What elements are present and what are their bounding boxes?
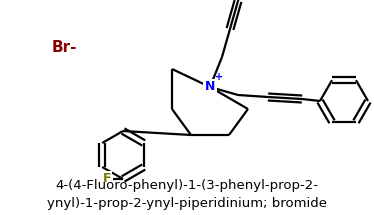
Text: F: F bbox=[103, 172, 111, 186]
Text: N: N bbox=[205, 80, 215, 94]
Text: +: + bbox=[215, 72, 223, 82]
Text: ynyl)-1-prop-2-ynyl-piperidinium; bromide: ynyl)-1-prop-2-ynyl-piperidinium; bromid… bbox=[47, 197, 327, 209]
Text: 4-(4-Fluoro-phenyl)-1-(3-phenyl-prop-2-: 4-(4-Fluoro-phenyl)-1-(3-phenyl-prop-2- bbox=[55, 178, 319, 192]
Text: Br-: Br- bbox=[52, 40, 77, 54]
